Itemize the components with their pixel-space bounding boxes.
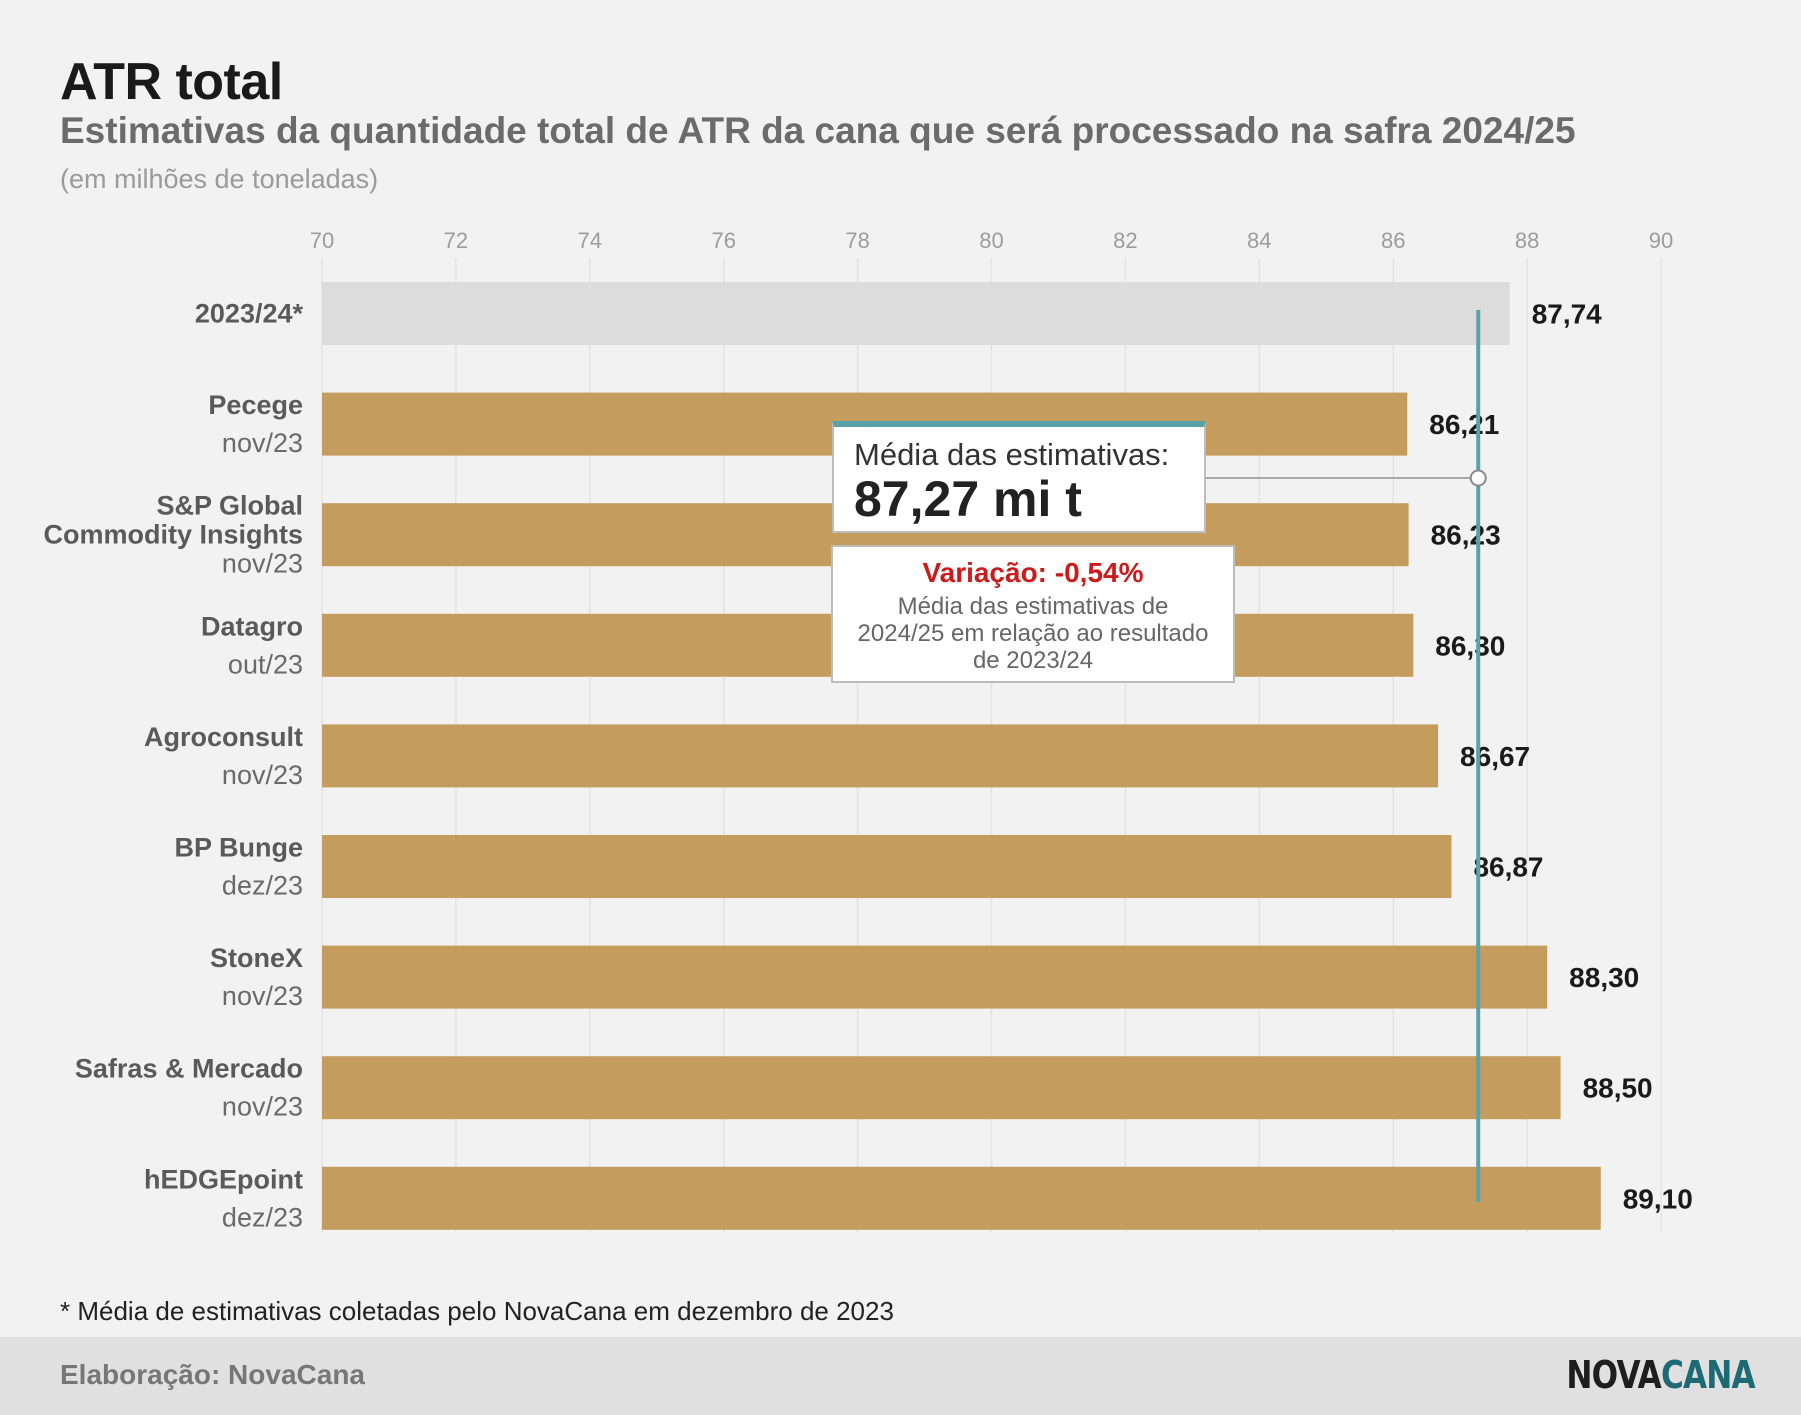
bar-value-label: 89,10	[1623, 1183, 1693, 1214]
category-date-label: nov/23	[222, 760, 303, 790]
average-label: Média das estimativas:	[854, 437, 1170, 472]
chart-subtitle: Estimativas da quantidade total de ATR d…	[60, 110, 1576, 151]
bar-value-label: 86,67	[1460, 741, 1530, 772]
category-date-label: nov/23	[222, 1092, 303, 1122]
credit-text: Elaboração: NovaCana	[60, 1359, 365, 1390]
unit-note: (em milhões de toneladas)	[60, 164, 379, 194]
bar-value-label: 86,21	[1429, 409, 1499, 440]
bar-value-label: 86,23	[1431, 520, 1501, 551]
category-date-label: nov/23	[222, 981, 303, 1011]
variation-description: Média das estimativas de 2024/25 em rela…	[833, 593, 1233, 674]
bar-value-label: 88,50	[1583, 1073, 1653, 1104]
x-tick-label: 86	[1381, 228, 1405, 253]
category-date-label: out/23	[228, 649, 303, 679]
category-date-label: dez/23	[222, 1202, 303, 1232]
category-label: 2023/24*	[195, 299, 304, 329]
x-tick-label: 84	[1247, 228, 1271, 253]
x-tick-label: 88	[1515, 228, 1539, 253]
category-label: BP Bunge	[174, 833, 303, 863]
x-tick-label: 80	[979, 228, 1003, 253]
variation-desc-line: 2024/25 em relação ao resultado	[857, 620, 1209, 647]
x-tick-label: 70	[310, 228, 334, 253]
category-label: Safras & Mercado	[75, 1054, 303, 1084]
bar-value-label: 88,30	[1569, 962, 1639, 993]
x-tick-label: 76	[711, 228, 735, 253]
bar	[322, 724, 1439, 788]
category-date-label: dez/23	[222, 871, 303, 901]
category-label: Commodity Insights	[43, 520, 303, 550]
x-tick-label: 72	[444, 228, 468, 253]
average-value: 87,27 mi t	[854, 471, 1082, 527]
footer-bar: Elaboração: NovaCana NOVACANA	[0, 1337, 1801, 1415]
category-label: StoneX	[210, 943, 303, 973]
novacana-logo: NOVACANA	[1566, 1353, 1756, 1397]
bar	[322, 1166, 1601, 1230]
x-tick-label: 78	[845, 228, 869, 253]
variation-title: Variação: -0,54%	[922, 557, 1144, 588]
category-label: Datagro	[201, 611, 303, 641]
bar-value-label: 86,87	[1473, 852, 1543, 883]
variation-desc-line: de 2023/24	[972, 647, 1094, 674]
bar-value-label: 86,30	[1435, 630, 1505, 661]
bar	[322, 835, 1452, 898]
variation-callout: Variação: -0,54% Média das estimativas d…	[831, 545, 1235, 683]
x-tick-label: 90	[1649, 228, 1673, 253]
category-date-label: nov/23	[222, 549, 303, 579]
category-label: Agroconsult	[144, 722, 303, 752]
reference-bar	[322, 282, 1510, 345]
category-label: Pecege	[208, 390, 303, 420]
bar	[322, 1056, 1561, 1120]
bar-value-label: 87,74	[1532, 299, 1602, 330]
category-label: S&P Global	[156, 491, 303, 521]
chart-title: ATR total	[60, 53, 283, 111]
variation-desc-line: Média das estimativas de	[897, 593, 1169, 620]
x-tick-label: 82	[1113, 228, 1137, 253]
category-date-label: nov/23	[222, 428, 303, 458]
average-marker	[1469, 469, 1487, 487]
footnote: * Média de estimativas coletadas pelo No…	[60, 1296, 894, 1326]
category-label: hEDGEpoint	[144, 1164, 303, 1194]
x-tick-label: 74	[578, 228, 602, 253]
average-callout: Média das estimativas: 87,27 mi t	[832, 421, 1206, 533]
bar	[322, 945, 1548, 1009]
